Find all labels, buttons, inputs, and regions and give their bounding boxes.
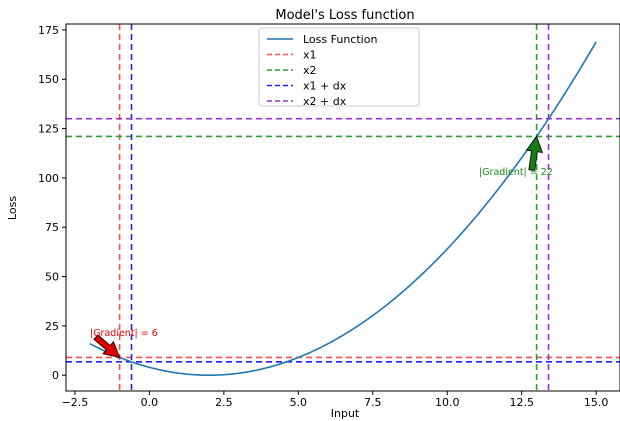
y-tick-label: 25 bbox=[45, 320, 59, 333]
legend: Loss Function x1 x2 x1 + dx x2 + dx bbox=[258, 27, 420, 108]
y-tick-label: 150 bbox=[38, 73, 59, 86]
reference-lines bbox=[66, 24, 620, 391]
x-tick-label: 0.0 bbox=[141, 396, 159, 409]
chart-title: Model's Loss function bbox=[275, 8, 414, 23]
x-tick-label: −2.5 bbox=[62, 396, 89, 409]
legend-box bbox=[258, 27, 420, 107]
y-tick-label: 50 bbox=[45, 271, 59, 284]
y-axis-ticks: 0 25 50 75 100 125 150 175 bbox=[38, 24, 66, 382]
x-tick-label: 12.5 bbox=[509, 396, 534, 409]
x-tick-label: 5.0 bbox=[290, 396, 308, 409]
legend-label-x2-dx: x2 + dx bbox=[303, 95, 347, 108]
x-tick-label: 15.0 bbox=[584, 396, 609, 409]
axes-frame bbox=[65, 23, 620, 392]
x-tick-label: 10.0 bbox=[435, 396, 460, 409]
y-tick-label: 100 bbox=[38, 172, 59, 185]
annotations-layer: |Gradient| = 6 |Gradient| = 22 bbox=[90, 135, 553, 359]
y-tick-label: 0 bbox=[52, 369, 59, 382]
y-axis-label: Loss bbox=[6, 196, 19, 220]
x-tick-label: 2.5 bbox=[215, 396, 233, 409]
annotation-arrow-2 bbox=[525, 135, 544, 171]
legend-label-loss-function: Loss Function bbox=[303, 33, 377, 46]
legend-label-x2: x2 bbox=[303, 64, 317, 77]
series-layer bbox=[89, 41, 597, 377]
annotation-label-2: |Gradient| = 22 bbox=[479, 167, 553, 178]
annotation-label-1: |Gradient| = 6 bbox=[90, 328, 158, 339]
annotation-arrow-1 bbox=[93, 334, 121, 359]
x-axis-label: Input bbox=[331, 407, 360, 420]
legend-label-x1-dx: x1 + dx bbox=[303, 80, 347, 93]
y-tick-label: 175 bbox=[38, 24, 59, 37]
y-tick-label: 125 bbox=[38, 123, 59, 136]
y-tick-label: 75 bbox=[45, 221, 59, 234]
series-line-loss-function bbox=[89, 41, 597, 377]
legend-label-x1: x1 bbox=[303, 49, 317, 62]
x-tick-label: 7.5 bbox=[364, 396, 382, 409]
x-axis-ticks: −2.5 0.0 2.5 5.0 7.5 10.0 12.5 15.0 bbox=[62, 391, 609, 409]
